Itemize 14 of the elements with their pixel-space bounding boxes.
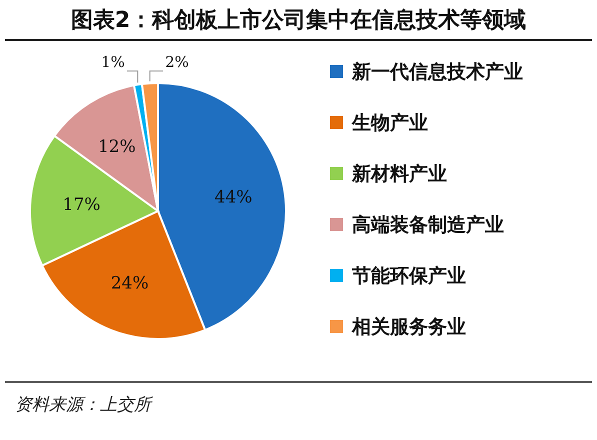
data-label: 12% — [98, 137, 136, 158]
data-label: 44% — [214, 188, 252, 208]
legend-label: 节能环保产业 — [351, 265, 466, 287]
data-label: 1% — [101, 53, 125, 71]
data-label: 17% — [62, 194, 100, 215]
legend-label: 新一代信息技术产业 — [351, 61, 523, 83]
data-label: 24% — [110, 273, 149, 294]
legend-label: 生物产业 — [351, 112, 428, 134]
legend-label: 高端装备制造产业 — [352, 214, 504, 236]
legend-label: 相关服务务业 — [351, 316, 466, 338]
data-label: 2% — [165, 53, 189, 71]
chart-title: 图表2：科创板上市公司集中在信息技术等领域 — [70, 7, 526, 33]
text: 资料来源：上交所 — [15, 395, 154, 415]
legend-label: 新材料产业 — [351, 163, 447, 185]
